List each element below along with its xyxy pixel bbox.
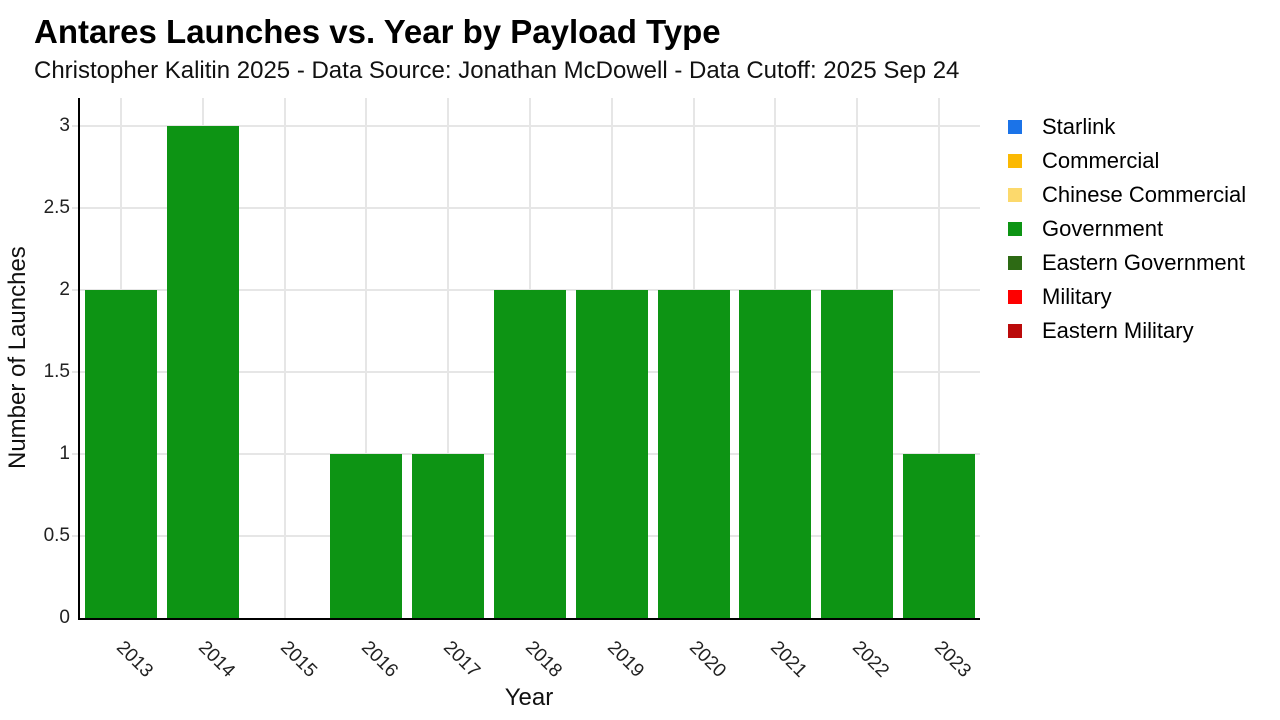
gridline-x bbox=[283, 98, 286, 618]
bar-2021[interactable] bbox=[739, 289, 812, 618]
y-tick-mark bbox=[72, 124, 80, 127]
y-tick-label: 0 bbox=[59, 607, 70, 628]
legend-label: Commercial bbox=[1042, 148, 1160, 173]
x-tick-label-2017: 2017 bbox=[439, 637, 485, 682]
bar-2023[interactable] bbox=[903, 453, 976, 618]
y-tick-mark bbox=[72, 288, 80, 291]
gridline-x bbox=[447, 98, 450, 618]
x-tick-label-2020: 2020 bbox=[684, 637, 730, 682]
y-tick-mark bbox=[72, 452, 80, 455]
legend-swatch bbox=[1008, 324, 1022, 338]
bar-2017[interactable] bbox=[412, 453, 485, 618]
bar-2013[interactable] bbox=[84, 289, 157, 618]
bar-2016[interactable] bbox=[330, 453, 403, 618]
plot-area bbox=[78, 98, 980, 620]
page-subtitle: Christopher Kalitin 2025 - Data Source: … bbox=[34, 56, 960, 84]
y-tick-label: 0.5 bbox=[43, 524, 70, 546]
y-tick-label: 1.5 bbox=[43, 360, 70, 382]
legend: Starlink Commercial Chinese Commercial Gove… bbox=[1008, 116, 1246, 354]
legend-swatch bbox=[1008, 154, 1022, 168]
legend-item-eastern-government[interactable]: Eastern Government bbox=[1008, 252, 1246, 274]
gridline-x bbox=[938, 98, 941, 618]
page-title: Antares Launches vs. Year by Payload Typ… bbox=[34, 13, 721, 50]
legend-label: Chinese Commercial bbox=[1042, 182, 1247, 207]
legend-item-military[interactable]: Military bbox=[1008, 286, 1246, 308]
x-tick-label-2014: 2014 bbox=[193, 637, 239, 682]
bar-2018[interactable] bbox=[494, 289, 566, 618]
y-tick-mark bbox=[72, 370, 80, 373]
x-tick-label-2018: 2018 bbox=[521, 637, 566, 682]
legend-item-eastern-military[interactable]: Eastern Military bbox=[1008, 320, 1246, 342]
y-tick-label: 1 bbox=[59, 442, 70, 464]
bar-2022[interactable] bbox=[821, 289, 894, 618]
legend-label: Government bbox=[1042, 216, 1164, 241]
x-tick-label-2023: 2023 bbox=[930, 637, 975, 682]
y-tick-mark bbox=[72, 534, 80, 537]
legend-label: Eastern Military bbox=[1042, 318, 1194, 343]
x-tick-label-2015: 2015 bbox=[275, 637, 321, 682]
y-tick-label: 3 bbox=[59, 114, 70, 136]
gridline-y bbox=[80, 206, 980, 209]
bar-2020[interactable] bbox=[657, 289, 730, 618]
legend-label: Eastern Government bbox=[1042, 250, 1245, 275]
legend-label: Starlink bbox=[1042, 114, 1116, 139]
bar-2019[interactable] bbox=[575, 289, 648, 618]
legend-swatch bbox=[1008, 256, 1022, 270]
x-tick-label-2022: 2022 bbox=[848, 637, 894, 682]
x-tick-label-2019: 2019 bbox=[602, 637, 648, 682]
legend-swatch bbox=[1008, 290, 1022, 304]
x-tick-label-2013: 2013 bbox=[112, 637, 157, 682]
legend-item-commercial[interactable]: Commercial bbox=[1008, 150, 1246, 172]
y-tick-label: 2 bbox=[59, 278, 70, 300]
gridline-y bbox=[80, 124, 980, 127]
gridline-x bbox=[365, 98, 368, 618]
y-tick-mark bbox=[72, 206, 80, 209]
legend-swatch bbox=[1008, 120, 1022, 134]
bar-2014[interactable] bbox=[166, 125, 239, 618]
x-tick-label-2021: 2021 bbox=[766, 637, 812, 682]
y-tick-label: 2.5 bbox=[43, 196, 70, 218]
legend-swatch bbox=[1008, 188, 1022, 202]
legend-swatch bbox=[1008, 222, 1022, 236]
x-axis-title: Year bbox=[504, 684, 554, 711]
legend-item-starlink[interactable]: Starlink bbox=[1008, 116, 1246, 138]
chart-header: Antares Launches vs. Year by Payload Typ… bbox=[34, 12, 959, 85]
legend-label: Military bbox=[1042, 284, 1112, 309]
legend-item-government[interactable]: Government bbox=[1008, 218, 1246, 240]
x-tick-label-2016: 2016 bbox=[357, 637, 403, 682]
legend-item-chinese-commercial[interactable]: Chinese Commercial bbox=[1008, 184, 1246, 206]
